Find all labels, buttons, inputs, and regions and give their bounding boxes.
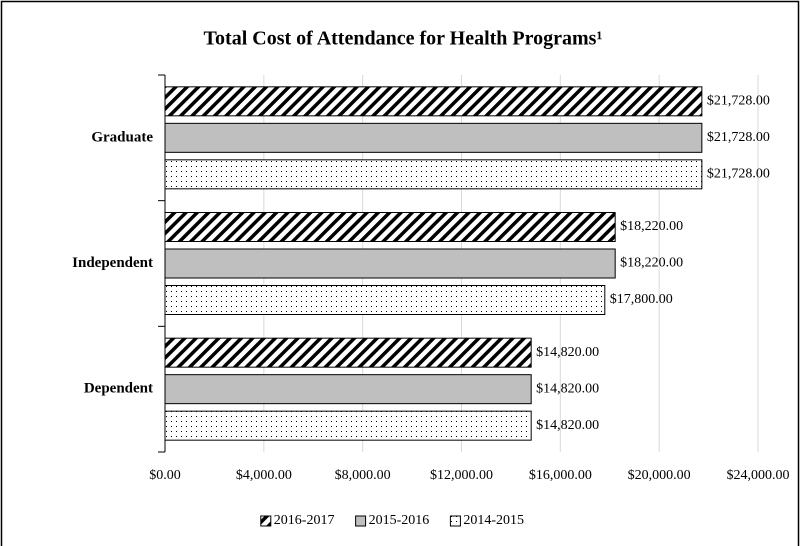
value-label: $18,220.00 — [620, 219, 683, 234]
value-label: $14,820.00 — [536, 345, 599, 360]
legend-label: 2016-2017 — [274, 513, 335, 528]
x-tick-label: $20,000.00 — [628, 468, 691, 483]
value-label: $14,820.00 — [536, 418, 599, 433]
bar — [164, 285, 606, 315]
bar — [164, 212, 616, 242]
y-tick-label: Independent — [72, 255, 153, 271]
x-tick-label: $12,000.00 — [430, 468, 493, 483]
y-tick-label: Graduate — [91, 129, 153, 145]
chart-title: Total Cost of Attendance for Health Prog… — [204, 28, 603, 50]
x-tick-label: $8,000.00 — [335, 468, 391, 483]
legend-swatch — [355, 515, 367, 527]
value-label: $14,820.00 — [536, 381, 599, 396]
legend-swatch — [449, 515, 461, 527]
value-label: $18,220.00 — [620, 256, 683, 271]
legend-swatch — [260, 515, 272, 527]
x-tick-label: $4,000.00 — [236, 468, 292, 483]
bar — [164, 337, 532, 368]
x-tick-label: $16,000.00 — [529, 468, 592, 483]
value-label: $21,728.00 — [707, 130, 770, 145]
y-tick-label: Dependent — [84, 381, 153, 397]
legend-label: 2014-2015 — [463, 513, 524, 528]
bar — [164, 248, 616, 279]
value-label: $17,800.00 — [610, 292, 673, 307]
bar — [164, 159, 703, 190]
value-label: $21,728.00 — [707, 167, 770, 182]
bar — [164, 410, 532, 441]
bar — [164, 86, 703, 117]
x-tick-label: $0.00 — [149, 468, 181, 483]
bar — [164, 374, 532, 405]
x-tick-label: $24,000.00 — [727, 468, 790, 483]
value-label: $21,728.00 — [707, 94, 770, 109]
legend-label: 2015-2016 — [369, 513, 430, 528]
bar — [164, 122, 703, 153]
